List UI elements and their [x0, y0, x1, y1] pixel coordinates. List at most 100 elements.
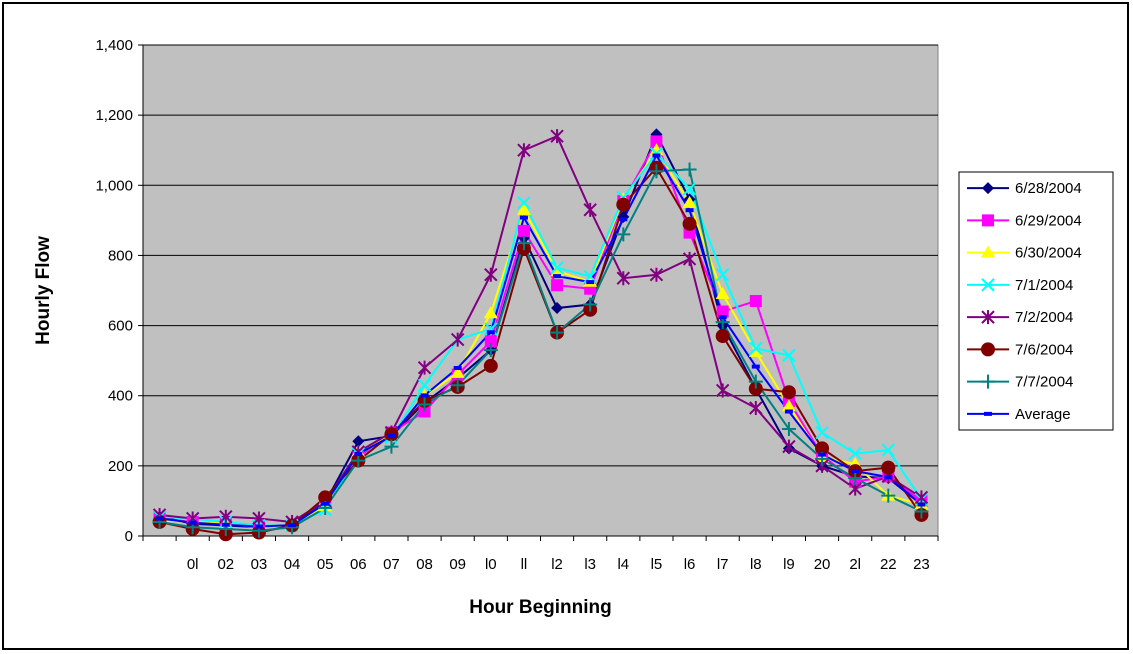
data-point [881, 488, 896, 503]
data-point [550, 325, 565, 340]
data-point [781, 399, 796, 412]
data-point [649, 143, 664, 156]
x-tick-label: l6 [684, 556, 696, 573]
data-point [914, 504, 929, 519]
data-point [682, 162, 697, 177]
data-point [550, 129, 564, 144]
data-point [450, 378, 465, 393]
x-tick-label: l3 [584, 556, 596, 573]
data-point [649, 164, 664, 179]
y-tick-label: 600 [108, 318, 133, 335]
x-tick-label: 06 [350, 556, 367, 573]
data-point [715, 287, 730, 300]
data-point [784, 409, 793, 414]
x-tick-label: 08 [416, 556, 433, 573]
y-tick-label: 0 [125, 528, 133, 545]
data-point [352, 435, 365, 448]
data-point [616, 227, 631, 242]
y-axis-title: Hourly Flow [33, 236, 54, 345]
series-point-group [155, 153, 926, 529]
data-point [155, 516, 164, 521]
x-tick-label: 03 [251, 556, 268, 573]
data-point [848, 446, 862, 461]
legend-marker [981, 342, 995, 357]
data-point [285, 520, 300, 535]
legend-marker [981, 374, 995, 389]
legend-item: 6/30/2004 [967, 245, 1082, 262]
data-point [551, 302, 564, 315]
data-point [881, 460, 896, 475]
x-tick-label: l7 [717, 556, 729, 573]
x-tick-label: 09 [449, 556, 466, 573]
data-point [652, 153, 661, 158]
data-point [781, 422, 796, 437]
x-tick-label: l9 [783, 556, 795, 573]
data-point [884, 475, 893, 480]
x-tick-label: l2 [551, 556, 563, 573]
legend-label: 7/6/2004 [1015, 341, 1073, 358]
data-point [288, 523, 297, 528]
x-tick-label: 0l [187, 556, 199, 573]
data-point [682, 216, 697, 231]
y-tick-label: 1,200 [95, 107, 133, 124]
legend-marker [981, 278, 995, 292]
data-point [914, 490, 929, 505]
data-point [551, 279, 564, 292]
y-tick-label: 400 [108, 388, 133, 405]
data-point [649, 267, 664, 282]
data-point [420, 393, 429, 398]
legend-label: 7/2/2004 [1015, 309, 1073, 326]
data-point [519, 215, 528, 220]
data-point [748, 344, 763, 357]
data-point [484, 267, 498, 282]
legend-box [958, 171, 1114, 431]
legend-item: Average [967, 406, 1071, 423]
x-axis-title: Hour Beginning [469, 597, 611, 618]
series-point-group [152, 129, 929, 529]
series-point-group [152, 160, 929, 542]
data-point [685, 208, 694, 213]
legend-item: 6/28/2004 [967, 180, 1082, 197]
data-point [716, 305, 729, 318]
y-tick-label: 1,000 [95, 177, 133, 194]
data-point [516, 202, 531, 215]
data-point [583, 297, 598, 312]
data-point [682, 195, 697, 208]
data-point [682, 182, 697, 196]
data-point [453, 366, 462, 371]
x-tick-label: 05 [317, 556, 334, 573]
data-point [321, 501, 330, 506]
data-point [881, 443, 896, 457]
data-point [550, 264, 565, 277]
data-point [749, 295, 762, 308]
y-tick-label: 800 [108, 247, 133, 264]
data-point [917, 502, 926, 507]
data-point [616, 197, 631, 212]
data-point [749, 341, 763, 356]
legend: 6/28/2004 6/29/2004 6/30/2004 7/1/2004 7/2/2… [958, 171, 1114, 431]
data-point [586, 280, 595, 285]
x-axis-ticks: 0l 02 03 04 05 06 07 08 09 l0 ll l2 l3 l4 l5 l6 l7 l8 l9 20… [142, 536, 939, 573]
x-tick-label: ll [521, 556, 528, 573]
data-point [483, 358, 498, 373]
series-point-group [152, 162, 929, 538]
data-point [619, 217, 628, 222]
data-point [715, 268, 730, 282]
data-point [517, 224, 530, 237]
data-point [354, 451, 363, 456]
legend-item: 7/7/2004 [967, 374, 1073, 391]
data-point [748, 381, 763, 396]
data-point [486, 330, 495, 335]
x-tick-label: l4 [617, 556, 629, 573]
x-tick-label: 2l [849, 556, 861, 573]
data-point [749, 400, 763, 415]
series-markers [152, 128, 929, 542]
data-point [616, 271, 631, 286]
data-point [553, 274, 562, 279]
x-tick-label: l5 [651, 556, 663, 573]
data-point [417, 378, 432, 392]
x-tick-label: 20 [814, 556, 831, 573]
data-point [715, 329, 730, 344]
data-point [384, 439, 399, 454]
